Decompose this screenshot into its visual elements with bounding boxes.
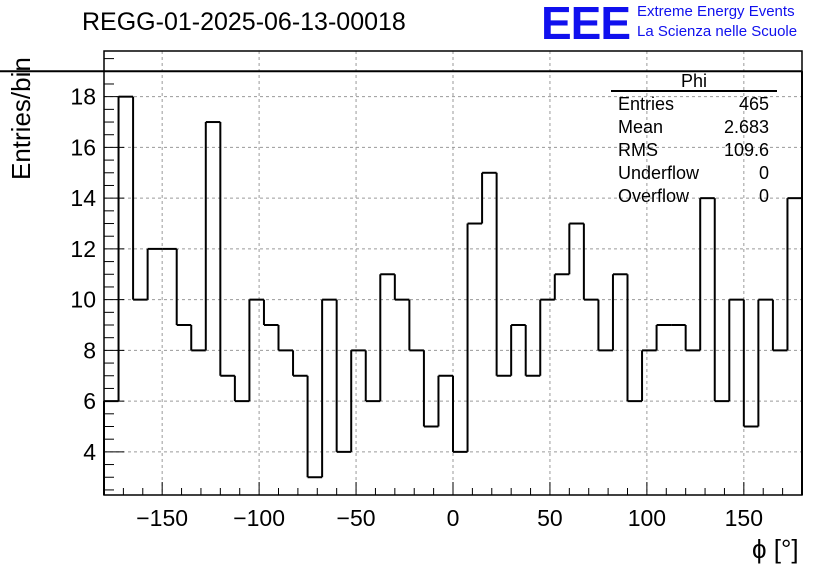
stats-value: 465 — [739, 94, 769, 114]
x-axis-label: ϕ [°] — [752, 534, 799, 564]
x-tick-label: 100 — [628, 505, 666, 531]
x-tick-label: −50 — [337, 505, 376, 531]
stats-label: Entries — [618, 94, 674, 114]
stats-label: Underflow — [618, 163, 700, 183]
stats-value: 2.683 — [724, 117, 769, 137]
eee-logo: EEE — [541, 0, 631, 49]
stats-value: 0 — [759, 186, 769, 206]
y-tick-label: 10 — [70, 287, 96, 313]
stats-box: Phi Entries 465 Mean 2.683 RMS 109.6 Underflow 0… — [611, 71, 777, 206]
y-tick-label: 4 — [83, 439, 96, 465]
x-tick-label: −100 — [233, 505, 285, 531]
histogram-series — [0, 70, 803, 495]
axes: −150 −100 −50 0 50 100 150 4 6 8 10 12 14 16 18 — [70, 50, 803, 531]
x-tick-label: −150 — [136, 505, 188, 531]
y-tick-label: 6 — [83, 388, 96, 414]
stats-title: Phi — [681, 71, 707, 91]
y-axis-label: Entries/bin — [6, 57, 36, 180]
logo-line-1: Extreme Energy Events — [637, 3, 795, 20]
x-tick-label: 50 — [537, 505, 563, 531]
y-tick-label: 14 — [70, 185, 96, 211]
x-tick-label: 150 — [725, 505, 763, 531]
y-tick-label: 8 — [83, 337, 96, 363]
y-tick-label: 12 — [70, 236, 96, 262]
stats-value: 109.6 — [724, 140, 769, 160]
y-tick-label: 18 — [70, 84, 96, 110]
y-tick-label: 16 — [70, 134, 96, 160]
chart-title: REGG-01-2025-06-13-00018 — [82, 8, 406, 36]
x-tick-label: 0 — [447, 505, 460, 531]
stats-label: RMS — [618, 140, 658, 160]
stats-label: Overflow — [618, 186, 690, 206]
stats-label: Mean — [618, 117, 663, 137]
logo-line-2: La Scienza nelle Scuole — [637, 23, 798, 40]
stats-value: 0 — [759, 163, 769, 183]
